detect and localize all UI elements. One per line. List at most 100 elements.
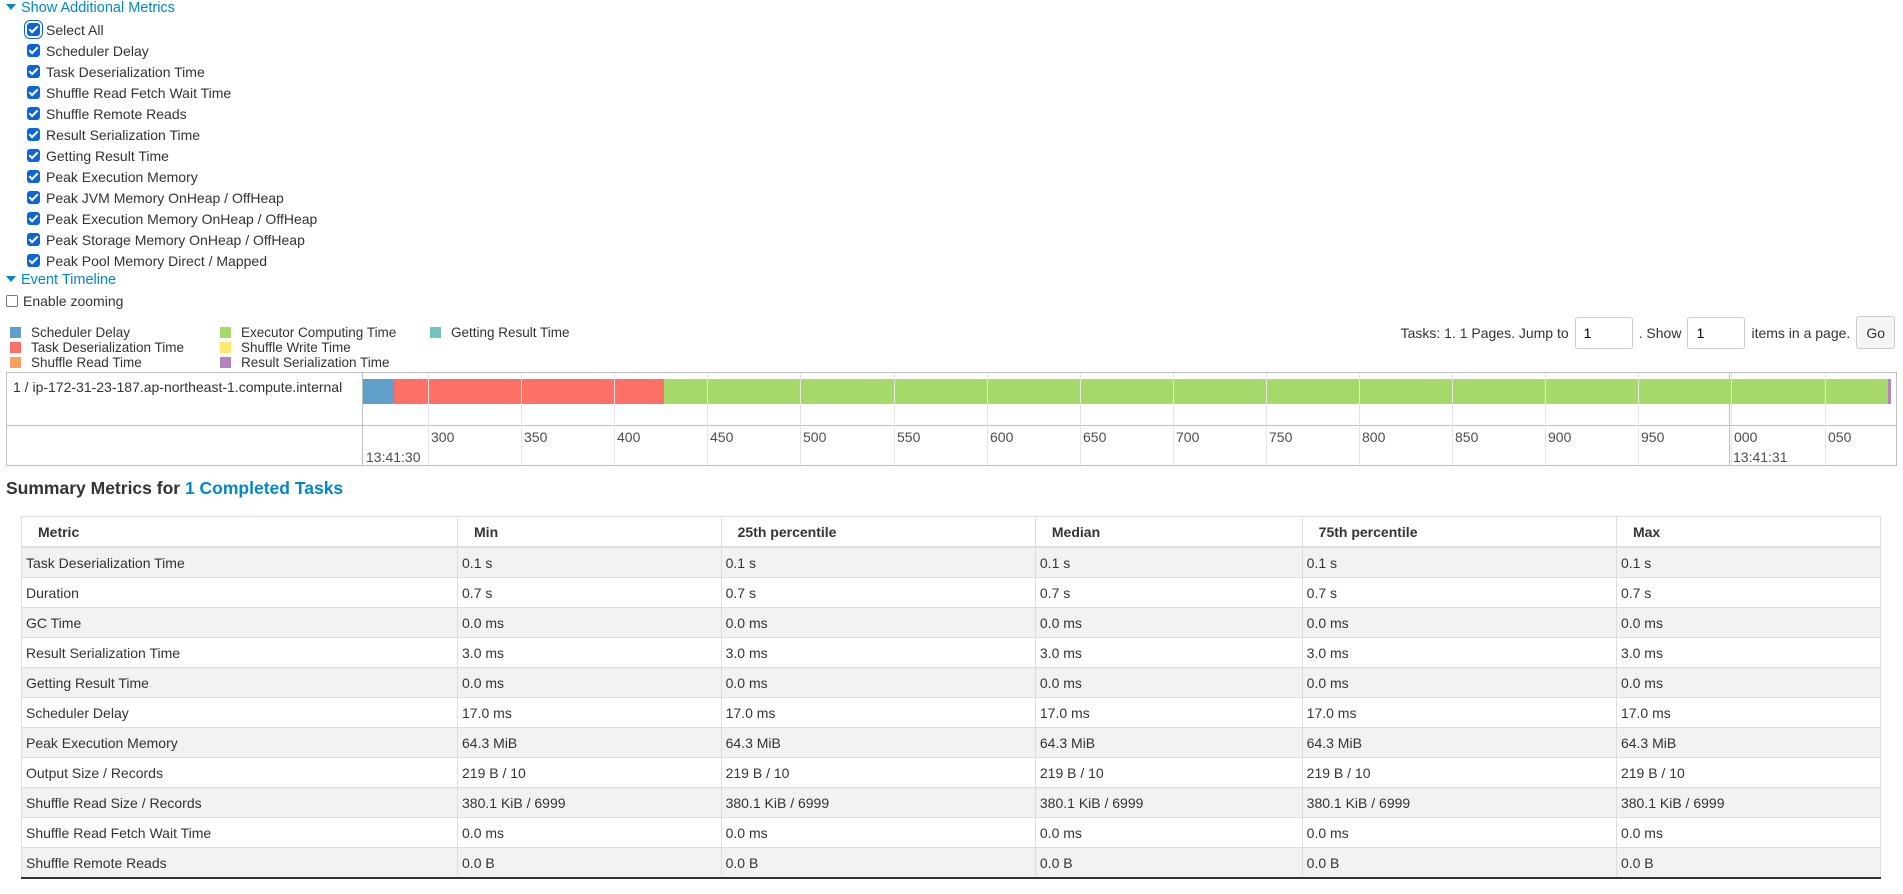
metric-checkbox[interactable] — [27, 107, 40, 120]
items-per-page-input[interactable] — [1687, 316, 1746, 349]
show-additional-metrics-toggle[interactable]: Show Additional Metrics — [6, 0, 175, 16]
metric-name-cell: Shuffle Read Size / Records — [20, 787, 459, 818]
event-timeline-chart[interactable]: 1 / ip-172-31-23-187.ap-northeast-1.comp… — [6, 372, 1897, 466]
enable-zooming[interactable]: Enable zooming — [6, 293, 123, 309]
metric-option-label: Peak JVM Memory OnHeap / OffHeap — [46, 189, 284, 206]
completed-tasks-link[interactable]: 1 Completed Tasks — [184, 478, 344, 498]
timeline-gridline — [614, 373, 615, 425]
table-row: GC Time 0.0 ms 0.0 ms 0.0 ms 0.0 ms 0.0 ms — [20, 607, 1882, 638]
go-button[interactable]: Go — [1856, 316, 1895, 349]
metric-value-cell: 0.0 B — [457, 847, 722, 879]
select-all-checkbox[interactable] — [27, 23, 40, 36]
timeline-axis-tick — [521, 425, 522, 465]
jump-to-page-input[interactable] — [1574, 316, 1633, 349]
metric-value-cell: 64.3 MiB — [1034, 727, 1303, 758]
table-row: Getting Result Time 0.0 ms 0.0 ms 0.0 ms 0.0… — [20, 667, 1882, 698]
metric-value-cell: 17.0 ms — [1034, 697, 1303, 728]
metric-checkbox[interactable] — [27, 65, 40, 78]
metric-option-label: Peak Storage Memory OnHeap / OffHeap — [46, 231, 305, 248]
enable-zooming-label: Enable zooming — [23, 293, 124, 309]
metric-option[interactable]: Peak Execution Memory — [27, 166, 198, 187]
metric-option[interactable]: Peak JVM Memory OnHeap / OffHeap — [27, 187, 284, 208]
timeline-gridline — [800, 373, 801, 425]
metric-option[interactable]: Shuffle Remote Reads — [27, 103, 187, 124]
bar-scheduler-delay[interactable] — [363, 379, 394, 404]
metric-option-label: Result Serialization Time — [46, 126, 201, 143]
metric-option[interactable]: Peak Pool Memory Direct / Mapped — [27, 250, 267, 271]
timeline-gridline — [1266, 373, 1267, 425]
metric-option[interactable]: Shuffle Read Fetch Wait Time — [27, 82, 231, 103]
timeline-axis-label: 800 — [1362, 429, 1386, 445]
column-header[interactable]: Min — [457, 516, 722, 548]
metric-checkbox[interactable] — [27, 149, 40, 162]
metric-value-cell: 0.1 s — [1615, 546, 1882, 578]
metric-name-cell: Output Size / Records — [20, 757, 459, 788]
metric-checkbox[interactable] — [27, 191, 40, 204]
bar-task-deserialization[interactable] — [394, 379, 664, 404]
metric-option[interactable]: Scheduler Delay — [27, 40, 149, 61]
column-header[interactable]: 75th percentile — [1301, 516, 1617, 548]
metric-name-cell: Peak Execution Memory — [20, 727, 459, 758]
metric-checkbox[interactable] — [27, 233, 40, 246]
timeline-axis-tick — [1545, 425, 1546, 465]
legend-swatch — [220, 342, 231, 353]
metric-checkbox[interactable] — [27, 44, 40, 57]
metric-checkbox[interactable] — [27, 128, 40, 141]
timeline-gridline — [1173, 373, 1174, 425]
column-header[interactable]: 25th percentile — [720, 516, 1036, 548]
metric-option[interactable]: Peak Execution Memory OnHeap / OffHeap — [27, 208, 317, 229]
timeline-axis-label: 000 — [1734, 429, 1758, 445]
metric-value-cell: 219 B / 10 — [457, 757, 722, 788]
bar-executor-computing[interactable] — [664, 379, 1888, 404]
column-header[interactable]: Median — [1034, 516, 1303, 548]
metric-option[interactable]: Select All — [27, 19, 104, 40]
event-timeline-toggle[interactable]: Event Timeline — [6, 272, 116, 288]
metric-value-cell: 3.0 ms — [1301, 637, 1617, 668]
timeline-axis-tick — [428, 425, 429, 465]
metric-option[interactable]: Peak Storage Memory OnHeap / OffHeap — [27, 229, 305, 250]
metric-name-cell: GC Time — [20, 607, 459, 638]
table-row: Scheduler Delay 17.0 ms 17.0 ms 17.0 ms 17.0… — [20, 697, 1882, 728]
timeline-gridline — [1359, 373, 1360, 425]
toggle-label: Event Timeline — [21, 272, 117, 288]
timeline-axis-tick — [1173, 425, 1174, 465]
legend-item: Shuffle Read Time — [10, 355, 142, 370]
timeline-major-tick — [1729, 373, 1730, 465]
metric-checkbox[interactable] — [27, 212, 40, 225]
bar-result-serialization[interactable] — [1888, 379, 1891, 404]
metric-value-cell: 17.0 ms — [720, 697, 1036, 728]
timeline-axis-divider — [7, 425, 1896, 426]
enable-zooming-checkbox[interactable] — [6, 295, 18, 307]
metric-name-cell: Scheduler Delay — [20, 697, 459, 728]
metric-option-label: Select All — [46, 21, 104, 38]
pager-prefix: Tasks: 1. 1 Pages. Jump to — [1400, 324, 1569, 341]
table-row: Shuffle Read Size / Records 380.1 KiB / 6… — [20, 787, 1882, 818]
timeline-gridline — [521, 373, 522, 425]
timeline-axis-tick — [1266, 425, 1267, 465]
legend-swatch — [10, 357, 21, 368]
metric-option[interactable]: Getting Result Time — [27, 145, 169, 166]
summary-metrics-title: Summary Metrics for 1 Completed Tasks — [6, 478, 343, 499]
timeline-axis-label: 750 — [1269, 429, 1293, 445]
column-header[interactable]: Max — [1615, 516, 1882, 548]
metric-option[interactable]: Result Serialization Time — [27, 124, 200, 145]
metric-value-cell: 0.0 ms — [720, 667, 1036, 698]
timeline-axis-tick — [1731, 425, 1732, 465]
pager-suffix: items in a page. — [1751, 324, 1851, 341]
metric-value-cell: 17.0 ms — [1301, 697, 1617, 728]
timeline-major-label: 13:41:31 — [1733, 449, 1788, 465]
timeline-gridline — [1452, 373, 1453, 425]
metric-checkbox[interactable] — [27, 254, 40, 267]
metric-checkbox[interactable] — [27, 170, 40, 183]
metric-checkbox[interactable] — [27, 86, 40, 99]
legend-swatch — [10, 342, 21, 353]
metric-value-cell: 0.0 ms — [457, 667, 722, 698]
table-row: Result Serialization Time 3.0 ms 3.0 ms 3.0… — [20, 637, 1882, 668]
metric-option-label: Getting Result Time — [46, 147, 169, 164]
metric-value-cell: 0.7 s — [1301, 577, 1617, 608]
timeline-axis-label: 450 — [710, 429, 734, 445]
metric-option[interactable]: Task Deserialization Time — [27, 61, 205, 82]
metric-value-cell: 0.0 ms — [457, 607, 722, 638]
column-header[interactable]: Metric — [20, 516, 459, 548]
metric-value-cell: 0.0 B — [1615, 847, 1882, 879]
